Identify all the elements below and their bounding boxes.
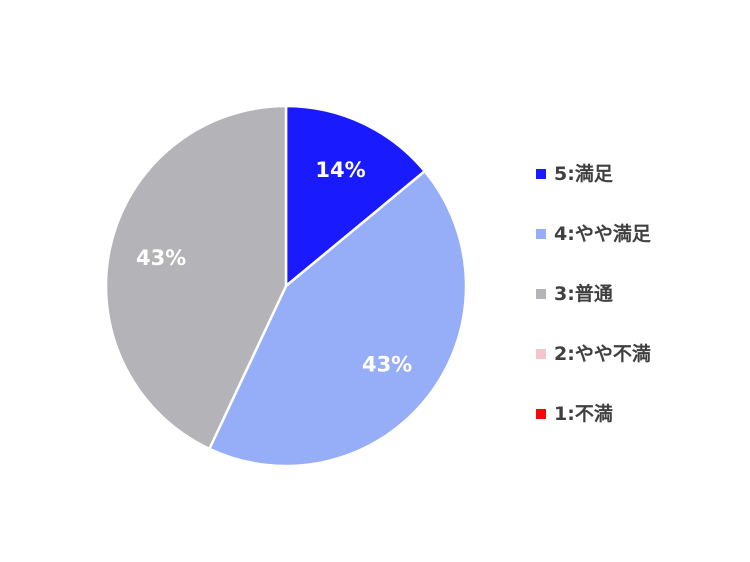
pie-data-labels: 14% 43% 43%	[136, 158, 412, 376]
pie-slice-2	[208, 170, 468, 468]
legend-label: 2:やや不満	[554, 343, 651, 365]
pie-data-label: 43%	[362, 353, 412, 377]
legend-swatch	[536, 289, 546, 299]
legend-label: 3:普通	[554, 283, 613, 305]
legend-swatch	[536, 169, 546, 179]
pie-slice-3	[104, 104, 288, 451]
legend-swatch	[536, 349, 546, 359]
legend-label: 5:満足	[554, 163, 613, 185]
pie-data-label: 14%	[315, 158, 365, 182]
legend-label: 4:やや満足	[554, 223, 651, 245]
legend-swatch	[536, 409, 546, 419]
legend-item-satisfied: 5:満足	[536, 144, 651, 204]
legend-item-dissatisfied: 1:不満	[536, 384, 651, 444]
legend-item-somewhat-satisfied: 4:やや満足	[536, 204, 651, 264]
legend-label: 1:不満	[554, 403, 613, 425]
legend-item-neutral: 3:普通	[536, 264, 651, 324]
pie-data-label: 43%	[136, 246, 186, 270]
legend-item-somewhat-dissatisfied: 2:やや不満	[536, 324, 651, 384]
pie-slice-1	[284, 104, 426, 288]
pie-slices	[104, 104, 468, 468]
legend-swatch	[536, 229, 546, 239]
legend: 5:満足 4:やや満足 3:普通 2:やや不満 1:不満	[536, 150, 651, 444]
